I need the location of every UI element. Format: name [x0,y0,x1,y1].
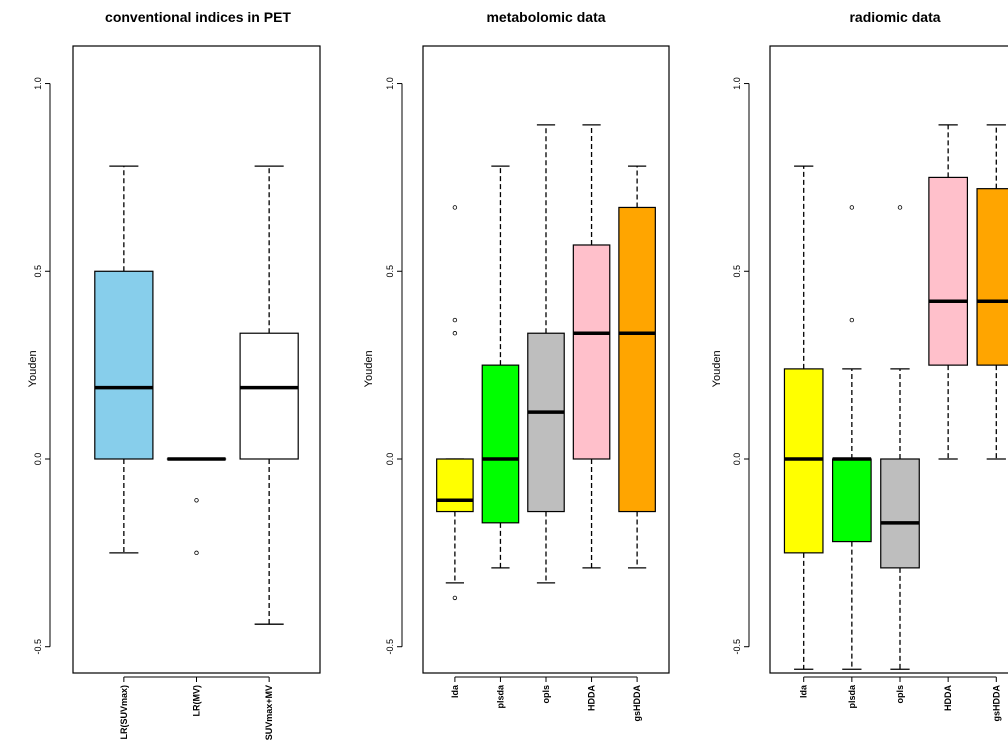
x-tick-label: opls [895,685,905,704]
x-tick-label: HDDA [587,685,597,711]
box-opls [880,205,920,670]
box-body [783,368,824,554]
x-tick-label: lda [799,684,809,698]
box-body [618,206,656,513]
box-body [831,458,872,543]
box-body [928,176,969,366]
y-tick-label: 0.5 [385,265,395,278]
box-body [94,270,154,460]
box-SUVmax+MV [239,165,299,625]
box-LR(SUVmax) [94,165,154,554]
box-lda [436,205,474,601]
y-tick-label: 1.0 [385,77,395,90]
y-tick-label: -0.5 [385,639,395,655]
outlier-point [897,205,903,210]
panel-2: metabolomic data Youden -0.5 0.0 0.5 1.0 lda pl… [363,9,670,722]
chart-title: radiomic data [849,9,940,25]
outlier-point [452,331,458,336]
box-opls [527,124,565,584]
x-tick-label: plsda [847,684,857,709]
y-tick-label: 1.0 [732,77,742,90]
x-tick-label: LR(MV) [192,685,202,717]
y-tick-label: 0.0 [33,453,43,466]
box-plsda [481,165,520,569]
plot-frame [769,45,1008,674]
x-tick-label: gsHDDA [632,685,642,722]
outlier-point [849,317,855,323]
x-tick-label: gsHDDA [991,685,1001,722]
x-tick-label: plsda [495,684,505,709]
panel-3: radiomic data Youden -0.5 0.0 0.5 1.0 lda plsda… [711,9,1008,722]
plot-frame [72,45,321,674]
box-body [239,332,299,460]
box-body [976,188,1008,366]
outlier-point [452,205,458,210]
outlier-point [194,498,199,503]
box-body [481,364,520,524]
x-tick-label: lda [450,684,460,698]
outlier-point [849,205,855,210]
box-gsHDDA [976,124,1008,460]
y-tick-label: 0.0 [732,453,742,466]
box-HDDA [928,124,969,460]
box-body [527,332,565,513]
box-body [436,458,474,513]
y-tick-label: -0.5 [33,639,43,655]
y-tick-label: 0.0 [385,453,395,466]
x-tick-label: HDDA [943,685,953,711]
y-tick-label: 1.0 [33,77,43,90]
box-gsHDDA [618,165,656,569]
chart-title: conventional indices in PET [105,9,291,25]
y-tick-label: 0.5 [732,265,742,278]
outlier-point [194,550,199,556]
box-body [880,458,920,569]
box-LR(MV) [166,457,227,556]
box-lda [783,165,824,670]
x-tick-label: opls [541,685,551,704]
box-HDDA [572,124,611,569]
x-tick-label: LR(SUVmax) [119,685,129,740]
x-tick-label: SUVmax+MV [264,685,274,740]
y-tick-label: -0.5 [732,639,742,655]
y-axis-label: Youden [711,350,723,387]
box-body [572,244,611,460]
y-tick-label: 0.5 [33,265,43,278]
panel-1: conventional indices in PET Youden -0.5 0.0… [27,9,321,740]
outlier-point [452,595,458,601]
outlier-point [452,317,458,323]
box-plsda [831,205,872,670]
chart-title: metabolomic data [486,9,605,25]
y-axis-label: Youden [363,350,375,387]
y-axis-label: Youden [27,350,39,387]
plot-frame [422,45,670,674]
